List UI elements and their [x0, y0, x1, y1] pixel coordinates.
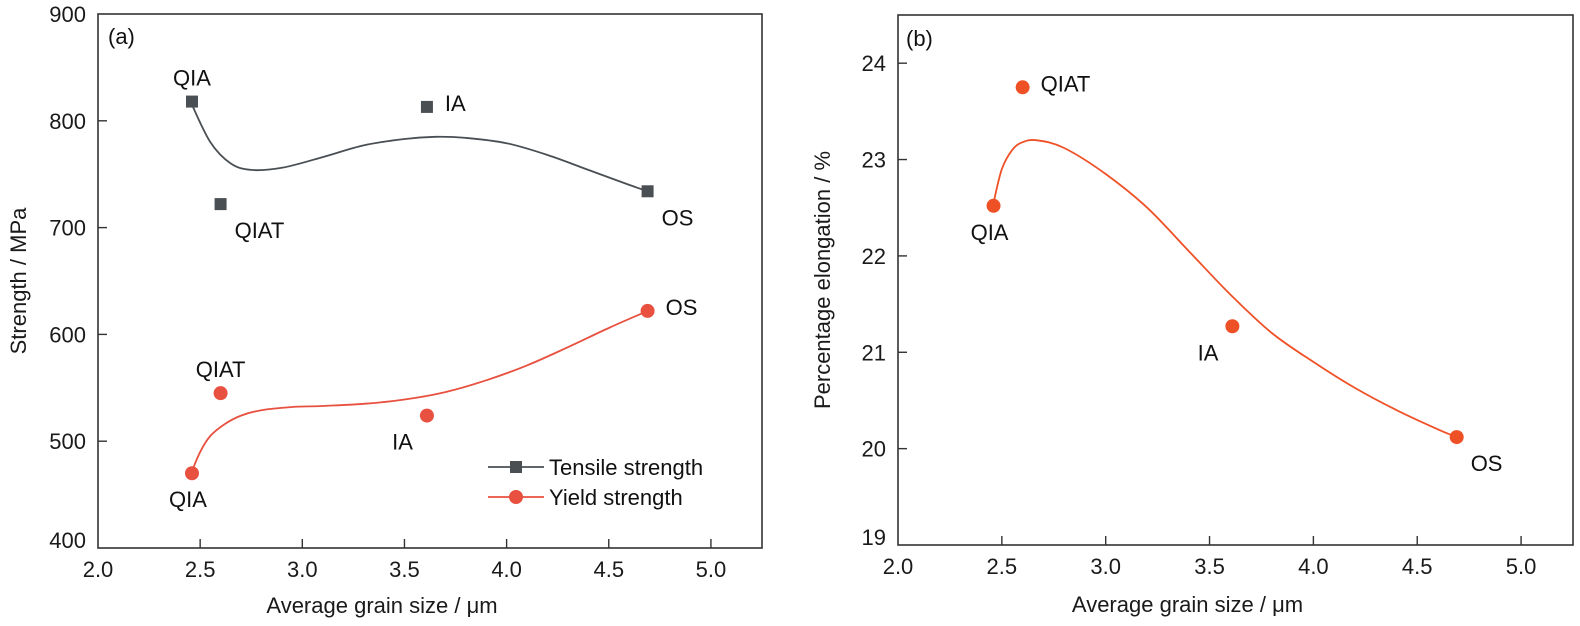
data-label: QIA — [971, 220, 1009, 245]
x-tick-label: 4.0 — [1298, 554, 1329, 579]
x-tick-label: 3.5 — [389, 557, 420, 582]
data-point-square — [214, 198, 227, 211]
data-label: OS — [666, 295, 698, 320]
x-tick-label: 2.5 — [987, 554, 1018, 579]
series-tensile-strength: QIA QIAT IA OS — [173, 66, 693, 244]
data-label: QIAT — [235, 218, 285, 243]
x-tick-label: 2.0 — [883, 554, 914, 579]
x-tick-label: 4.0 — [491, 557, 522, 582]
data-label: QIA — [173, 66, 211, 91]
panel-label: (a) — [108, 24, 135, 49]
y-tick-label: 24 — [862, 51, 886, 76]
x-tick-label: 4.5 — [593, 557, 624, 582]
x-tick-label: 2.5 — [185, 557, 216, 582]
series-percentage-elongation: QIA QIAT IA OS — [971, 71, 1503, 476]
y-tick-label: 700 — [49, 216, 86, 241]
x-tick-label: 3.0 — [1090, 554, 1121, 579]
x-tick-label: 2.0 — [83, 557, 114, 582]
panel-a: 2.0 2.5 3.0 3.5 4.0 4.5 5.0 400 500 600 700 800 900 A… — [6, 2, 763, 618]
plot-frame — [97, 13, 763, 549]
data-label: IA — [392, 430, 413, 455]
data-point-square — [185, 95, 198, 108]
data-point-circle — [986, 198, 1001, 213]
data-point-square — [641, 185, 654, 198]
y-tick-label: 23 — [862, 148, 886, 173]
y-tick-label: 800 — [49, 109, 86, 134]
y-axis-title: Strength / MPa — [6, 207, 31, 355]
data-label: QIAT — [1041, 71, 1091, 96]
y-tick-label: 500 — [49, 429, 86, 454]
x-axis-title: Average grain size / μm — [266, 593, 497, 618]
legend-marker-circle — [509, 490, 523, 504]
y-tick-label: 900 — [49, 2, 86, 27]
y-tick-label: 19 — [862, 525, 886, 550]
x-tick-label: 5.0 — [696, 557, 727, 582]
x-tick-label: 3.5 — [1194, 554, 1225, 579]
legend-label: Tensile strength — [549, 455, 703, 480]
y-tick-label: 22 — [862, 244, 886, 269]
data-label: QIA — [169, 487, 207, 512]
panel-b: 2.0 2.5 3.0 3.5 4.0 4.5 5.0 19 20 21 22 23 24 Average… — [810, 14, 1574, 617]
plot-frame — [897, 14, 1574, 546]
data-label: QIAT — [196, 357, 246, 382]
data-label: IA — [1198, 340, 1219, 365]
data-label: IA — [445, 91, 466, 116]
data-point-circle — [419, 408, 434, 423]
x-tick-label: 3.0 — [287, 557, 318, 582]
data-point-circle — [184, 466, 199, 481]
fit-curve — [191, 310, 648, 472]
x-tick-label: 4.5 — [1402, 554, 1433, 579]
series-yield-strength: QIA QIAT IA OS — [169, 295, 697, 512]
panel-label: (b) — [906, 26, 933, 51]
legend-marker-square — [510, 461, 522, 473]
y-tick-label: 21 — [862, 340, 886, 365]
legend-label: Yield strength — [549, 485, 683, 510]
legend: Tensile strength Yield strength — [488, 455, 703, 510]
y-axis-title: Percentage elongation / % — [810, 151, 835, 409]
data-point-square — [420, 100, 433, 113]
y-tick-label: 20 — [862, 437, 886, 462]
fit-curve — [191, 104, 648, 193]
x-tick-label: 5.0 — [1506, 554, 1537, 579]
data-label: OS — [1471, 451, 1503, 476]
y-tick-label: 600 — [49, 322, 86, 347]
data-point-circle — [1449, 430, 1464, 445]
data-point-circle — [213, 386, 228, 401]
data-label: OS — [662, 205, 694, 230]
fit-curve — [992, 139, 1458, 438]
data-point-circle — [640, 303, 655, 318]
data-point-circle — [1225, 319, 1240, 334]
data-point-circle — [1015, 80, 1030, 95]
x-axis-title: Average grain size / μm — [1072, 592, 1303, 617]
y-tick-label: 400 — [49, 528, 86, 553]
